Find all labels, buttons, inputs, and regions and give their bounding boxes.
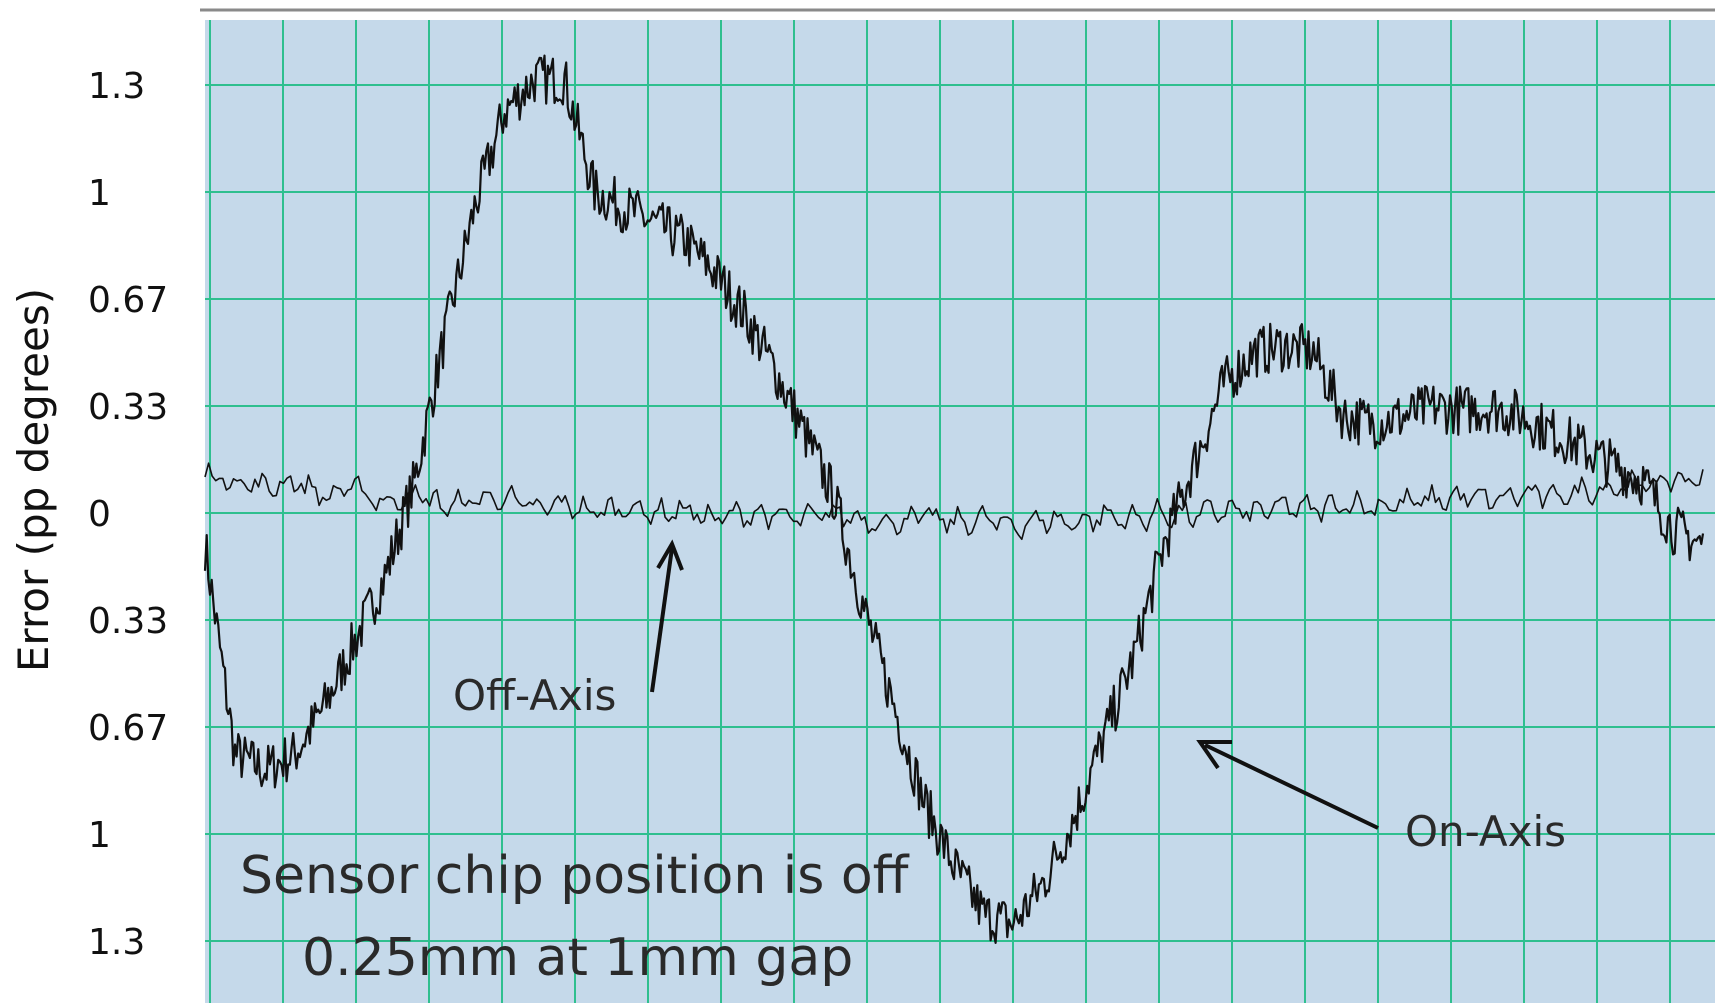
y-tick-label: 0.67 (88, 280, 168, 321)
caption-line-1: Sensor chip position is off (240, 846, 910, 906)
y-tick-label: 0 (88, 494, 111, 535)
y-tick-label: 0.33 (88, 601, 168, 642)
on-axis-arrowhead (1196, 740, 1232, 770)
y-tick-label: 1 (88, 173, 111, 214)
y-axis-title: Error (pp degrees) (9, 288, 58, 672)
series-line-off-axis (204, 462, 1704, 541)
y-tick-labels: 1.3 1 0.67 0.33 0 0.33 0.67 1 1.3 (88, 66, 168, 963)
series-layer (203, 54, 1705, 945)
y-tick-label: 1 (88, 815, 111, 856)
series-line-on-axis (203, 54, 1705, 945)
y-tick-label: 0.67 (88, 708, 168, 749)
off-axis-label: Off-Axis (453, 671, 616, 720)
on-axis-label: On-Axis (1405, 807, 1566, 856)
y-tick-label: 1.3 (88, 66, 145, 107)
y-tick-label: 1.3 (88, 922, 145, 963)
y-tick-label: 0.33 (88, 387, 168, 428)
off-axis-arrowhead (656, 539, 684, 571)
off-axis-arrow (650, 547, 674, 693)
on-axis-arrow (1204, 743, 1379, 830)
caption-line-2: 0.25mm at 1mm gap (302, 928, 853, 988)
